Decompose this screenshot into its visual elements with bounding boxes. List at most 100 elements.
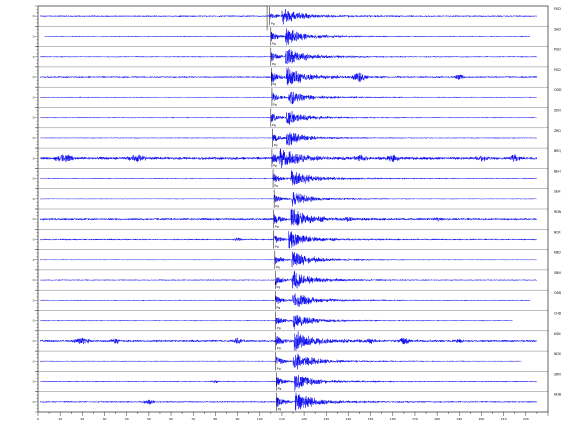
p-pick-label: Pg <box>273 163 277 167</box>
p-pick-label: Pg <box>272 123 276 127</box>
p-pick-label: Pg <box>273 103 277 107</box>
x-tick-label: 160 <box>390 417 396 421</box>
x-tick-label: 140 <box>346 417 352 421</box>
y-tick-label: 0 <box>33 34 35 38</box>
y-tick-label: 0 <box>33 75 35 79</box>
y-tick-label: 0 <box>33 217 35 221</box>
trace-seh-waveform <box>40 192 537 207</box>
trace-pud-waveform <box>40 67 537 86</box>
x-tick-label: 200 <box>479 417 485 421</box>
trace-zrd-waveform <box>40 132 537 146</box>
y-tick-label: 0 <box>33 14 35 18</box>
station-label: NDS <box>554 352 561 356</box>
station-label: ODD <box>554 88 562 92</box>
y-tick-label: 0 <box>33 95 35 99</box>
trace-ksn-waveform <box>39 331 537 351</box>
p-pick-label: Pg <box>276 306 280 310</box>
station-label: PGD <box>554 7 561 11</box>
trace-hdb-waveform <box>40 392 537 411</box>
trace-odd-waveform <box>40 91 537 105</box>
p-pick-label: Pg <box>275 204 279 208</box>
x-tick-label: 0 <box>37 417 39 421</box>
y-tick-label: 0 <box>33 278 35 282</box>
x-tick-label: 90 <box>236 417 240 421</box>
x-tick-label: 190 <box>456 417 462 421</box>
station-label: KSN <box>554 332 561 336</box>
p-pick-label: Pg <box>274 184 278 188</box>
x-tick-label: 30 <box>103 417 107 421</box>
x-tick-label: 150 <box>368 417 374 421</box>
y-tick-label: 0 <box>33 136 35 140</box>
station-label: BEH <box>554 169 561 173</box>
p-pick-label: Pg <box>276 265 280 269</box>
trace-sbn-waveform <box>40 270 537 289</box>
p-pick-label: Pg <box>275 245 279 249</box>
trace-nds-waveform <box>40 353 522 370</box>
x-tick-label: 110 <box>279 417 285 421</box>
station-label: SRN <box>554 372 561 376</box>
station-label: ZEN <box>554 109 561 113</box>
trace-zen-waveform <box>40 111 537 125</box>
station-label: CHD <box>554 312 562 316</box>
station-label: SHD <box>554 27 561 31</box>
station-label: KBD <box>554 251 561 255</box>
y-tick-label: 0 <box>33 55 35 59</box>
x-tick-label: 220 <box>523 417 529 421</box>
p-pick-label: Pg <box>274 143 278 147</box>
p-pick-label: Pg <box>278 407 282 411</box>
x-tick-label: 120 <box>301 417 307 421</box>
p-pick-label: Pg <box>276 285 280 289</box>
trace-shd-waveform <box>44 28 531 46</box>
x-tick-label: 40 <box>125 417 129 421</box>
x-tick-label: 20 <box>80 417 84 421</box>
trace-pgd-waveform <box>39 8 537 25</box>
station-label: RDN <box>554 210 562 214</box>
x-tick-label: 170 <box>412 417 418 421</box>
y-tick-label: 0 <box>33 116 35 120</box>
y-tick-label: 0 <box>33 298 35 302</box>
x-tick-label: 210 <box>501 417 507 421</box>
x-tick-label: 10 <box>58 417 62 421</box>
station-label: SBN <box>554 271 561 275</box>
y-tick-label: 0 <box>33 258 35 262</box>
y-tick-label: 0 <box>33 197 35 201</box>
y-tick-label: 0 <box>33 339 35 343</box>
station-label: BRQ <box>554 149 561 153</box>
p-pick-label: Pg <box>277 366 281 370</box>
x-tick-label: 50 <box>147 417 151 421</box>
y-tick-label: 0 <box>33 319 35 323</box>
trace-obd-waveform <box>40 293 531 307</box>
x-tick-label: 100 <box>257 417 263 421</box>
traces-layer <box>39 8 537 411</box>
trace-bcr-waveform <box>40 231 537 249</box>
x-tick-label: 180 <box>434 417 440 421</box>
y-tick-label: 0 <box>33 400 35 404</box>
station-label: ZRD <box>554 129 561 133</box>
station-label: SEH <box>554 190 561 194</box>
station-label: OBD <box>554 291 562 295</box>
x-tick-label: 60 <box>169 417 173 421</box>
y-tick-label: 0 <box>33 156 35 160</box>
p-pick-label: Pg <box>272 42 276 46</box>
y-tick-label: 0 <box>33 177 35 181</box>
station-label: BCR <box>554 230 561 234</box>
p-pick-label: Pg <box>271 21 275 25</box>
p-pick-label: Pg <box>278 387 282 391</box>
x-tick-label: 130 <box>323 417 329 421</box>
p-pick-label: Pg <box>272 82 276 86</box>
trace-pgd-waveform <box>40 49 537 65</box>
trace-srn-waveform <box>40 374 537 392</box>
x-tick-label: 80 <box>213 417 217 421</box>
station-label: PGD <box>554 48 561 52</box>
axes-layer: 0 10 20 30 40 50 60 70 80 90 100 110 120 130 140 150 160… <box>33 5 562 421</box>
trace-beh-waveform <box>40 170 537 186</box>
p-pick-label: Pg <box>272 62 276 66</box>
p-pick-label: Pg <box>277 346 281 350</box>
p-pick-label: Pg <box>275 224 279 228</box>
trace-brq-waveform <box>40 148 537 168</box>
y-tick-label: 0 <box>33 237 35 241</box>
trace-chd-waveform <box>40 315 513 330</box>
p-pick-label: Pg <box>277 326 281 330</box>
y-tick-label: 0 <box>33 380 35 384</box>
